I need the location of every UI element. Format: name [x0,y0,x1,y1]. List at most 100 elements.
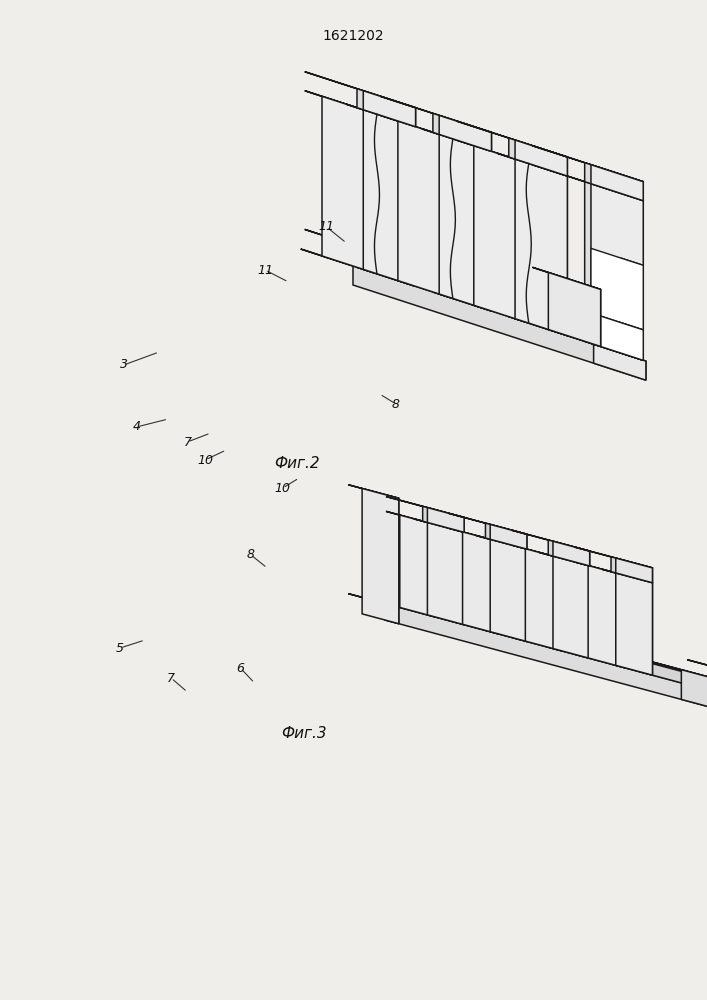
Polygon shape [616,573,653,675]
Text: 11: 11 [319,221,334,233]
Polygon shape [474,146,526,322]
Polygon shape [380,115,450,138]
Polygon shape [585,163,643,201]
Polygon shape [380,254,491,290]
Polygon shape [428,508,464,532]
Polygon shape [513,545,527,642]
Text: 3: 3 [119,359,128,371]
Text: 8: 8 [247,548,255,562]
Polygon shape [525,549,562,651]
Polygon shape [439,273,491,311]
Polygon shape [349,485,399,498]
Polygon shape [532,267,601,289]
Polygon shape [553,541,590,566]
Polygon shape [512,545,562,559]
Polygon shape [509,138,568,176]
Polygon shape [498,153,568,176]
Polygon shape [349,594,707,701]
Polygon shape [305,91,374,113]
Polygon shape [548,540,590,566]
Polygon shape [585,284,601,346]
Polygon shape [474,146,491,311]
Polygon shape [386,511,436,525]
Polygon shape [398,121,450,298]
Polygon shape [611,557,653,583]
Polygon shape [433,132,450,298]
Text: Фиг.2: Фиг.2 [274,456,320,472]
Polygon shape [385,592,707,701]
Polygon shape [490,539,527,642]
Polygon shape [363,248,416,286]
Polygon shape [486,523,527,549]
Polygon shape [594,344,646,380]
Polygon shape [357,89,416,127]
Polygon shape [490,524,527,549]
Polygon shape [549,272,601,346]
Polygon shape [457,121,568,157]
Text: 7: 7 [183,436,192,448]
Polygon shape [486,538,499,634]
Polygon shape [428,522,464,625]
Polygon shape [619,258,643,330]
Polygon shape [450,529,464,625]
Polygon shape [377,590,707,690]
Polygon shape [602,569,653,583]
Polygon shape [616,558,653,583]
Text: 1621202: 1621202 [322,29,385,43]
Text: 7: 7 [167,672,175,684]
Polygon shape [611,572,625,668]
Polygon shape [574,562,625,575]
Polygon shape [399,515,436,617]
Polygon shape [305,229,416,265]
Polygon shape [515,159,568,336]
Polygon shape [687,660,707,676]
Polygon shape [305,72,416,108]
Polygon shape [423,506,464,532]
Polygon shape [439,134,491,311]
Polygon shape [322,96,374,273]
Polygon shape [550,170,568,336]
Polygon shape [588,566,625,668]
Text: Фиг.3: Фиг.3 [281,726,327,740]
Polygon shape [357,108,374,273]
Polygon shape [585,182,643,360]
Polygon shape [439,115,491,151]
Polygon shape [462,532,499,634]
Polygon shape [591,313,643,360]
Polygon shape [548,555,562,651]
Text: 4: 4 [132,420,141,434]
Text: 10: 10 [197,454,213,466]
Polygon shape [363,91,416,127]
Polygon shape [346,104,416,127]
Polygon shape [362,488,399,624]
Polygon shape [619,322,643,360]
Polygon shape [477,536,527,549]
Polygon shape [449,513,527,534]
Text: 8: 8 [392,397,400,410]
Polygon shape [638,579,653,675]
Polygon shape [398,121,416,286]
Text: 6: 6 [236,662,245,674]
Polygon shape [512,530,590,551]
Polygon shape [423,521,436,617]
Polygon shape [532,146,643,182]
Polygon shape [380,96,491,132]
Polygon shape [509,157,526,322]
Polygon shape [385,603,707,718]
Polygon shape [353,266,646,380]
Polygon shape [457,279,568,315]
Polygon shape [422,129,491,151]
Polygon shape [414,519,464,532]
Polygon shape [591,184,643,360]
Polygon shape [574,547,653,568]
Text: 10: 10 [275,482,291,494]
Polygon shape [509,296,568,336]
Polygon shape [385,495,399,624]
Polygon shape [433,271,491,311]
Polygon shape [363,110,416,286]
Polygon shape [433,113,491,151]
Polygon shape [682,670,707,718]
Polygon shape [515,298,568,336]
Polygon shape [386,497,464,517]
Polygon shape [576,562,590,658]
